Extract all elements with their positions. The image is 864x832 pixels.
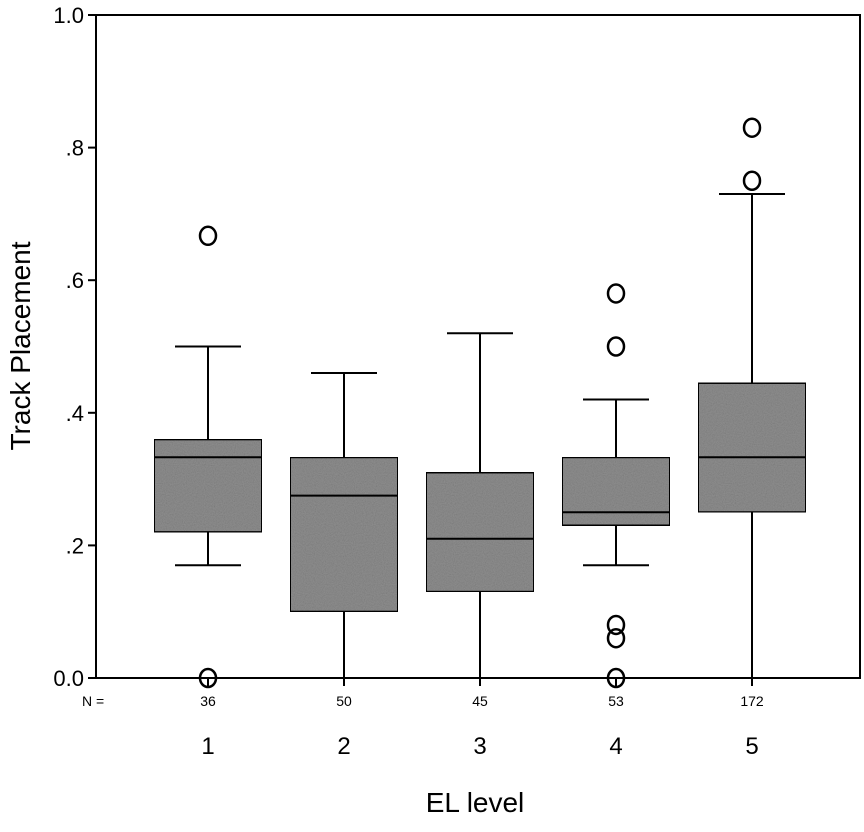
y-axis-title: Track Placement: [5, 241, 36, 450]
n-count-label: 50: [336, 693, 352, 709]
outlier-point: [742, 117, 762, 138]
y-tick-label: 1.0: [53, 3, 84, 28]
y-tick-label: 0.0: [53, 666, 84, 691]
x-axis-title: EL level: [426, 787, 525, 818]
outlier-point: [606, 614, 626, 636]
outlier-point: [742, 170, 762, 191]
box-group-2: [289, 372, 399, 678]
n-count-label: 172: [740, 693, 764, 709]
box-iqr: [697, 381, 807, 514]
x-category-label: 1: [201, 733, 214, 760]
outlier-point: [606, 283, 626, 304]
outlier-point: [198, 667, 218, 689]
box-group-1: [153, 225, 263, 689]
x-category-label: 3: [473, 733, 486, 760]
box-iqr: [425, 471, 535, 593]
y-tick-label: .2: [66, 533, 84, 558]
n-count-label: 53: [608, 693, 624, 709]
box-iqr: [289, 456, 399, 613]
box-group-3: [425, 332, 535, 678]
plot-frame: [95, 14, 861, 679]
y-tick-label: .8: [66, 136, 84, 161]
outlier-point: [606, 667, 626, 689]
outlier-point: [606, 336, 626, 357]
n-count-label: 45: [472, 693, 488, 709]
x-category-label: 4: [609, 733, 622, 760]
outlier-point: [606, 627, 626, 649]
box-group-5: [697, 117, 807, 678]
n-count-label: 36: [200, 693, 216, 709]
y-tick-label: .6: [66, 268, 84, 293]
box-iqr: [153, 438, 263, 534]
box-iqr: [561, 456, 671, 527]
box-group-4: [561, 283, 671, 689]
x-axis: N = 36 1 50 2 45 3 53 4 172 5: [82, 678, 764, 760]
boxes-layer: [153, 117, 807, 689]
x-category-label: 5: [745, 733, 758, 760]
y-tick-label: .4: [66, 401, 84, 426]
y-axis: 0.0 .2 .4 .6 .8 1.0: [53, 3, 96, 691]
outlier-point: [198, 225, 218, 247]
n-prefix-label: N =: [82, 693, 104, 709]
x-category-label: 2: [337, 733, 350, 760]
